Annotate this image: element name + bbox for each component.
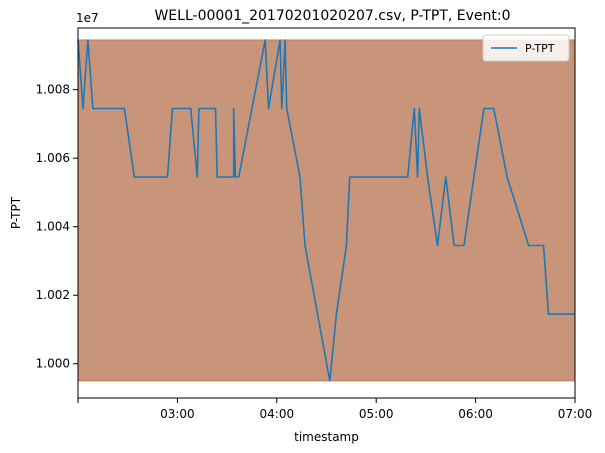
y-tick-label: 1.004 [36, 220, 70, 234]
x-tick-label: 07:00 [558, 407, 593, 421]
plot-frame [77, 27, 576, 399]
legend: P-TPT [482, 34, 570, 62]
legend-box [482, 34, 570, 62]
y-tick-label: 1.000 [36, 357, 70, 371]
x-tick-label: 05:00 [359, 407, 394, 421]
legend-label-p-tpt: P-TPT [525, 42, 555, 55]
series-line-p-tpt [77, 39, 575, 382]
x-tick-label: 04:00 [260, 407, 295, 421]
y-tick-label: 1.008 [36, 83, 70, 97]
x-axis: 03:00 04:00 05:00 06:00 07:00 [77, 398, 593, 421]
y-tick-label: 1.002 [36, 288, 70, 302]
plot-area [77, 27, 576, 399]
y-offset-label: 1e7 [76, 11, 99, 25]
y-axis-title: P-TPT [9, 196, 23, 229]
shaded-band [78, 39, 575, 381]
chart-title: WELL-00001_20170201020207.csv, P-TPT, Ev… [154, 8, 510, 24]
x-tick-label: 03:00 [160, 407, 195, 421]
x-tick-label: 06:00 [458, 407, 493, 421]
y-axis: 1.000 1.002 1.004 1.006 1.008 [36, 83, 78, 371]
y-tick-label: 1.006 [36, 151, 70, 165]
x-axis-title: timestamp [294, 430, 359, 444]
